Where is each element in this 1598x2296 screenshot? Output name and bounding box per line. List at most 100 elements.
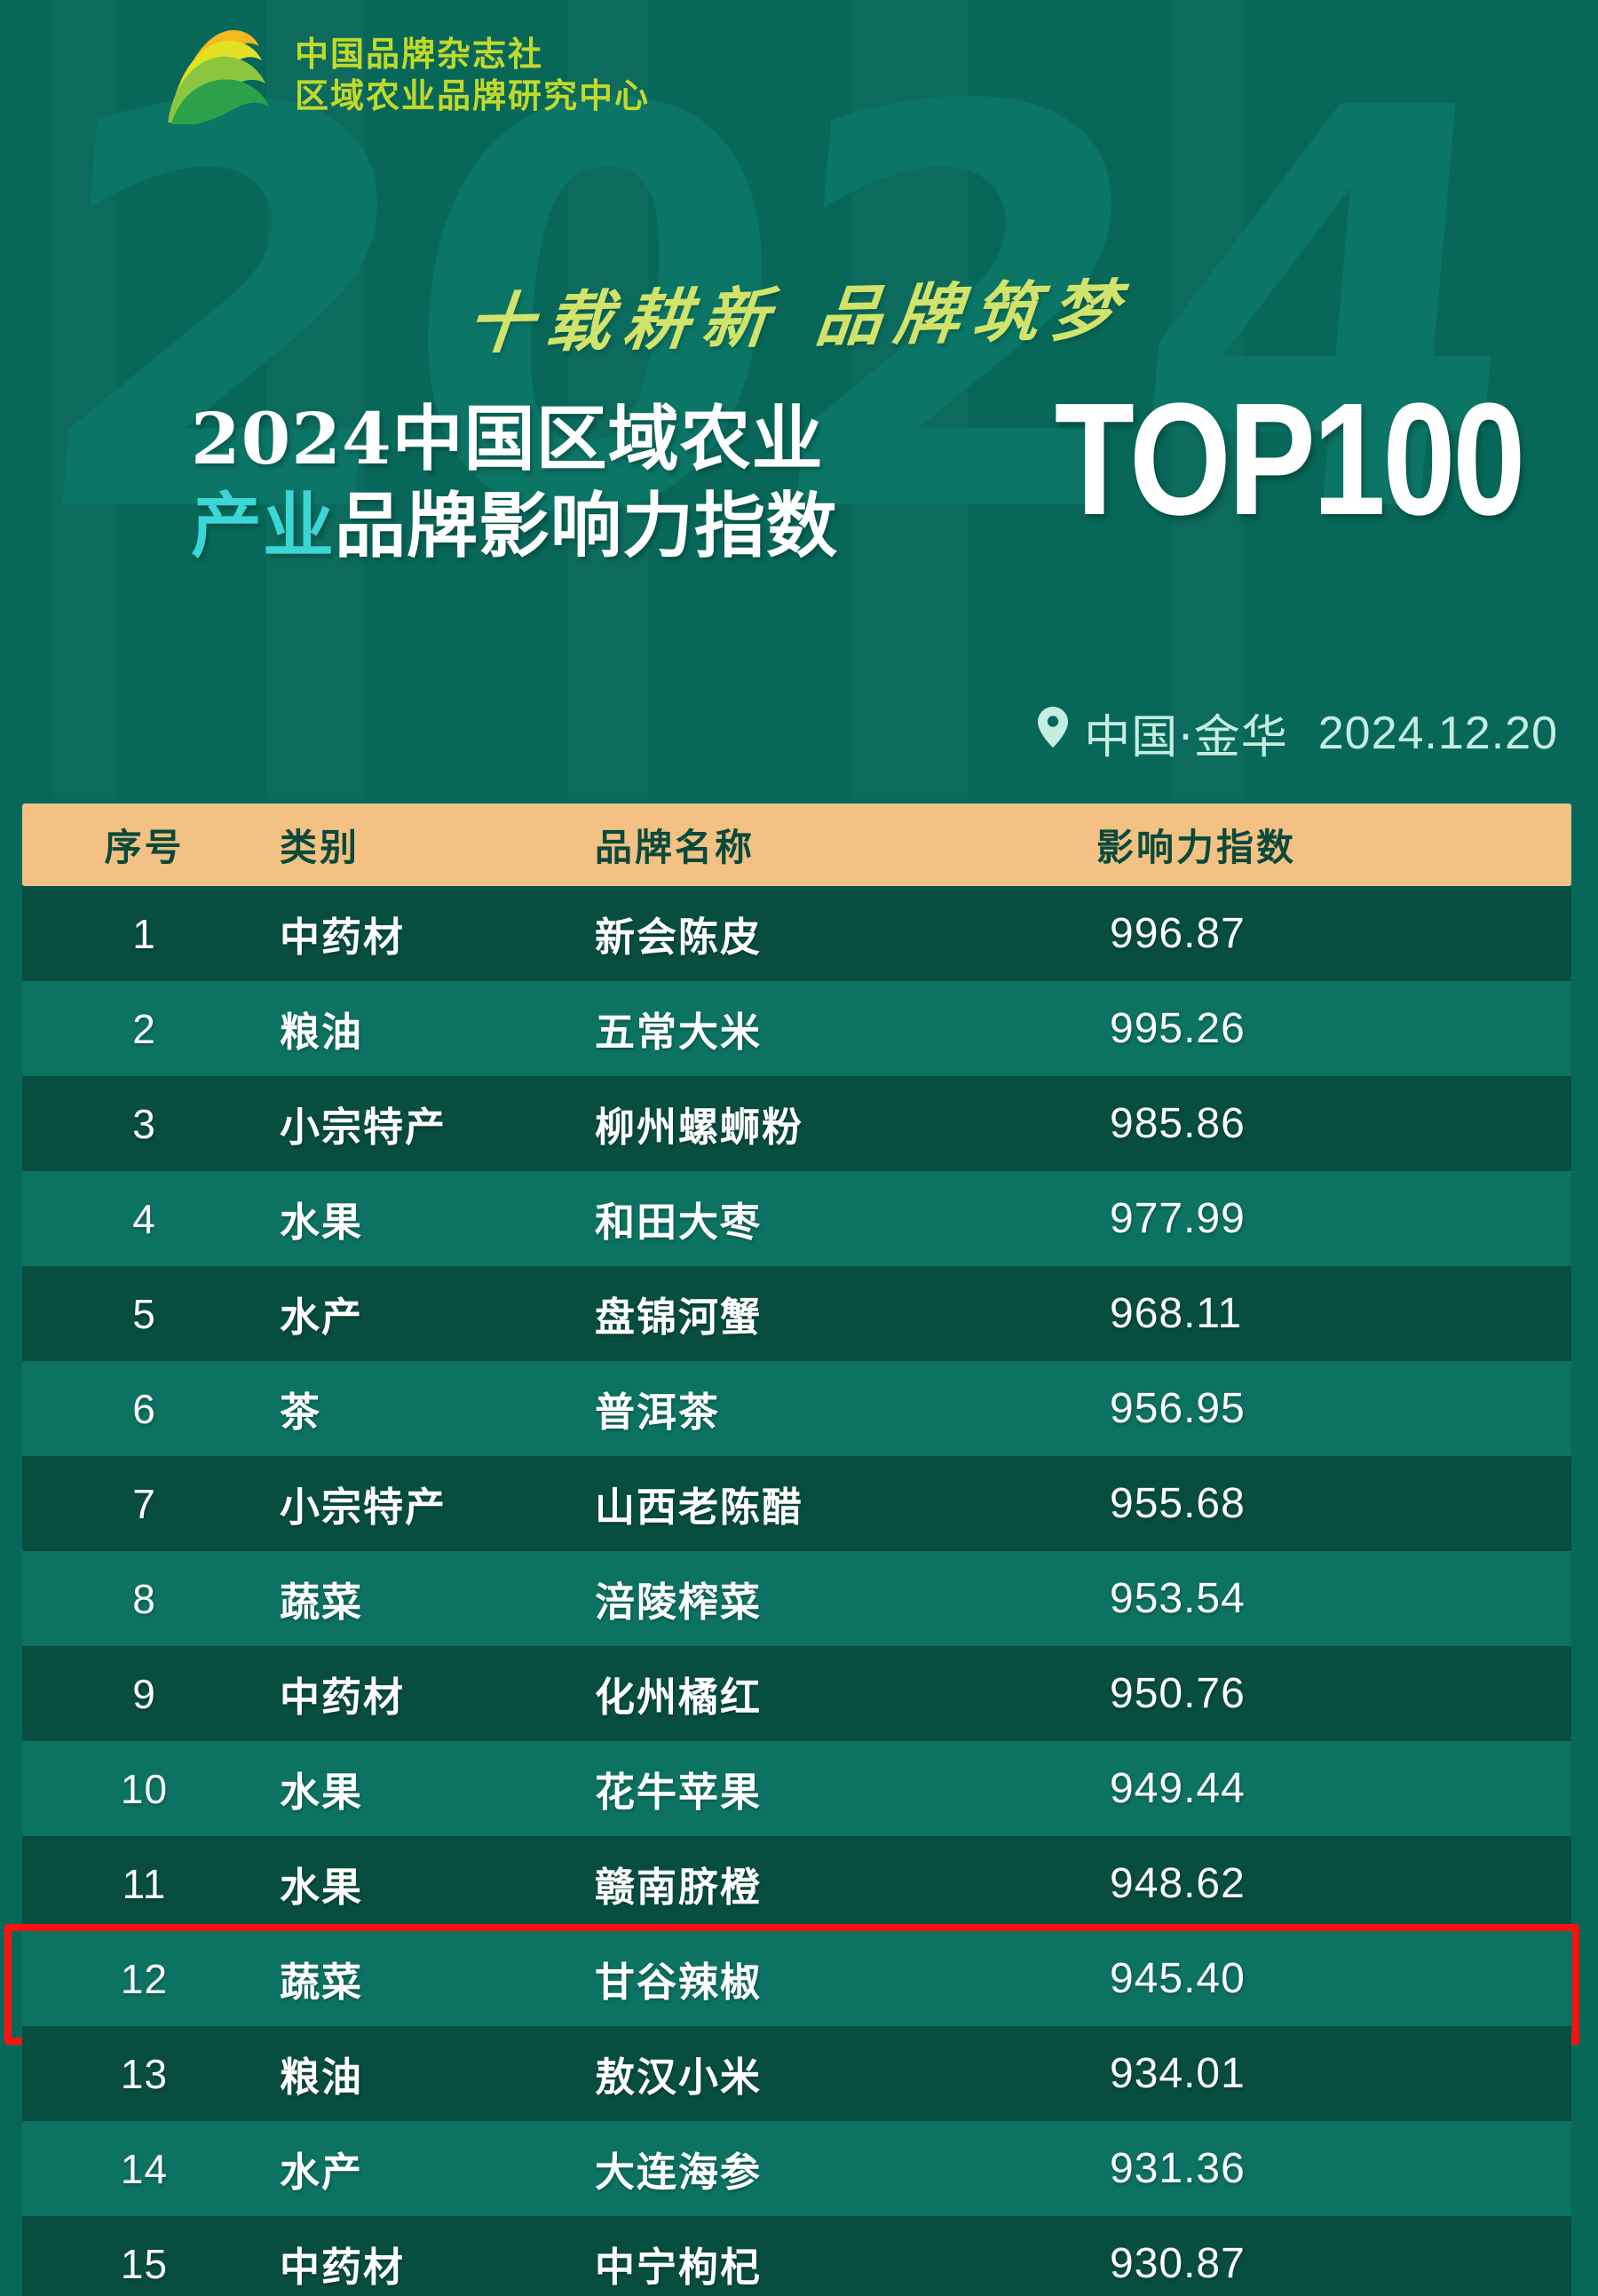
cell-brand: 敖汉小米 — [595, 2054, 763, 2101]
heading-line-1: 2024中国区域农业 — [191, 397, 824, 480]
table-row[interactable]: 11 水果 赣南脐橙 948.62 — [22, 1836, 1571, 1931]
table-row[interactable]: 1 中药材 新会陈皮 996.87 — [22, 886, 1571, 981]
cell-category: 粮油 — [280, 2054, 364, 2101]
cell-score: 949.44 — [1110, 1765, 1246, 1812]
table-row[interactable]: 13 粮油 敖汉小米 934.01 — [22, 2026, 1571, 2121]
poster-heading: 2024中国区域农业 产业品牌影响力指数 TOP100 — [191, 380, 1525, 604]
cell-brand: 盘锦河蟹 — [595, 1294, 763, 1341]
cell-score: 995.26 — [1110, 1005, 1246, 1052]
cell-category: 水产 — [280, 2149, 364, 2196]
cell-rank: 2 — [132, 1005, 156, 1052]
heading-rest-word: 品牌影响力指数 — [335, 483, 838, 567]
ranking-table: 序号 类别 品牌名称 影响力指数 1 中药材 新会陈皮 996.87 2 粮油 五常大米 99… — [4, 804, 1579, 2296]
cell-score: 950.76 — [1110, 1670, 1246, 1717]
table-row[interactable]: 8 蔬菜 涪陵榨菜 953.54 — [22, 1551, 1571, 1646]
table-row[interactable]: 15 中药材 中宁枸杞 930.87 — [22, 2216, 1571, 2296]
column-header-category: 类别 — [280, 826, 360, 869]
table-row[interactable]: 14 水产 大连海参 931.36 — [22, 2121, 1571, 2216]
cell-score: 996.87 — [1110, 910, 1246, 957]
cell-score: 985.86 — [1110, 1100, 1246, 1147]
event-date: 2024.12.20 — [1317, 707, 1558, 759]
cell-category: 水产 — [280, 1294, 364, 1341]
cell-score: 953.54 — [1110, 1575, 1246, 1622]
cell-rank: 12 — [120, 1955, 169, 2002]
cell-rank: 13 — [120, 2050, 169, 2097]
cell-brand: 新会陈皮 — [595, 914, 763, 961]
table-row[interactable]: 5 水产 盘锦河蟹 968.11 — [22, 1266, 1571, 1361]
table-row[interactable]: 7 小宗特产 山西老陈醋 955.68 — [22, 1456, 1571, 1551]
cell-brand: 花牛苹果 — [595, 1769, 763, 1816]
cell-rank: 5 — [132, 1290, 156, 1337]
table-row[interactable]: 10 水果 花牛苹果 949.44 — [22, 1741, 1571, 1836]
cell-category: 蔬菜 — [280, 1579, 364, 1626]
cell-rank: 9 — [132, 1670, 156, 1717]
cell-rank: 8 — [132, 1575, 156, 1622]
cell-brand: 甘谷辣椒 — [595, 1959, 763, 2006]
heading-chinese: 2024中国区域农业 产业品牌影响力指数 — [191, 397, 838, 567]
organization-logo: 中国品牌杂志社 区域农业品牌研究中心 — [164, 27, 650, 124]
org-line-1: 中国品牌杂志社 — [295, 34, 544, 74]
cell-score: 956.95 — [1110, 1385, 1246, 1432]
column-header-brand: 品牌名称 — [595, 826, 755, 869]
cell-score: 934.01 — [1110, 2050, 1246, 2097]
table-row[interactable]: 2 粮油 五常大米 995.26 — [22, 981, 1571, 1076]
cell-score: 948.62 — [1110, 1860, 1246, 1907]
cell-category: 水果 — [280, 1769, 364, 1816]
cell-brand: 大连海参 — [595, 2149, 763, 2196]
cell-category: 水果 — [280, 1199, 364, 1246]
cell-brand: 和田大枣 — [595, 1199, 763, 1246]
cell-score: 930.87 — [1110, 2240, 1246, 2287]
cell-rank: 14 — [120, 2145, 169, 2192]
table-row[interactable]: 9 中药材 化州橘红 950.76 — [22, 1646, 1571, 1741]
cell-brand: 普洱茶 — [595, 1389, 721, 1436]
event-location: 中国·金华 — [1084, 711, 1288, 764]
cell-rank: 15 — [120, 2240, 169, 2287]
cell-score: 977.99 — [1110, 1195, 1246, 1242]
location-pin-icon — [1036, 705, 1070, 761]
cell-category: 蔬菜 — [280, 1959, 364, 2006]
table-row[interactable]: 12 蔬菜 甘谷辣椒 945.40 — [4, 1924, 1579, 2045]
column-header-score: 影响力指数 — [1096, 826, 1297, 869]
cell-score: 968.11 — [1110, 1290, 1243, 1337]
cell-category: 粮油 — [280, 1009, 364, 1056]
cell-score: 945.40 — [1110, 1955, 1246, 2002]
cell-category: 中药材 — [280, 914, 406, 961]
cell-category: 茶 — [280, 1389, 322, 1436]
cell-category: 小宗特产 — [280, 1104, 447, 1151]
org-line-2: 区域农业品牌研究中心 — [295, 75, 651, 115]
column-header-rank: 序号 — [104, 826, 185, 869]
heading-line-2: 产业品牌影响力指数 — [191, 483, 838, 567]
cell-rank: 7 — [132, 1480, 156, 1527]
cell-rank: 6 — [132, 1385, 156, 1432]
table-row[interactable]: 4 水果 和田大枣 977.99 — [22, 1171, 1571, 1266]
layered-arc-logo-icon — [164, 27, 275, 124]
cell-rank: 3 — [132, 1100, 156, 1147]
cell-rank: 4 — [132, 1195, 156, 1242]
cell-rank: 11 — [122, 1860, 167, 1907]
cell-category: 中药材 — [280, 2244, 406, 2291]
cell-brand: 中宁枸杞 — [595, 2244, 763, 2291]
cell-score: 955.68 — [1110, 1480, 1246, 1527]
poster-banner: 中国品牌杂志社 区域农业品牌研究中心 十载耕新 品牌筑梦 2024中国区域农业 … — [0, 0, 1598, 799]
top100-badge: TOP100 — [1054, 370, 1526, 549]
cell-brand: 柳州螺蛳粉 — [595, 1104, 804, 1151]
table-header-row: 序号 类别 品牌名称 影响力指数 — [22, 804, 1571, 886]
cell-brand: 化州橘红 — [595, 1674, 763, 1721]
cell-category: 水果 — [280, 1864, 364, 1911]
cell-brand: 山西老陈醋 — [595, 1484, 804, 1531]
cell-category: 中药材 — [280, 1674, 406, 1721]
cell-rank: 10 — [120, 1765, 169, 1812]
cell-brand: 涪陵榨菜 — [595, 1579, 763, 1626]
heading-accent-word: 产业 — [191, 483, 335, 567]
cell-brand: 赣南脐橙 — [595, 1864, 763, 1911]
cell-category: 小宗特产 — [280, 1484, 447, 1531]
cell-rank: 1 — [132, 910, 156, 957]
table-body: 1 中药材 新会陈皮 996.87 2 粮油 五常大米 995.26 3 小宗特产 柳州螺蛳粉 985… — [4, 886, 1579, 2296]
cell-score: 931.36 — [1110, 2145, 1246, 2192]
table-row[interactable]: 3 小宗特产 柳州螺蛳粉 985.86 — [22, 1076, 1571, 1171]
table-row[interactable]: 6 茶 普洱茶 956.95 — [22, 1361, 1571, 1456]
event-meta: 中国·金华 2024.12.20 — [1036, 700, 1558, 766]
calligraphy-tagline: 十载耕新 品牌筑梦 — [463, 273, 1134, 363]
cell-brand: 五常大米 — [595, 1009, 763, 1056]
organization-name: 中国品牌杂志社 区域农业品牌研究中心 — [295, 34, 651, 115]
